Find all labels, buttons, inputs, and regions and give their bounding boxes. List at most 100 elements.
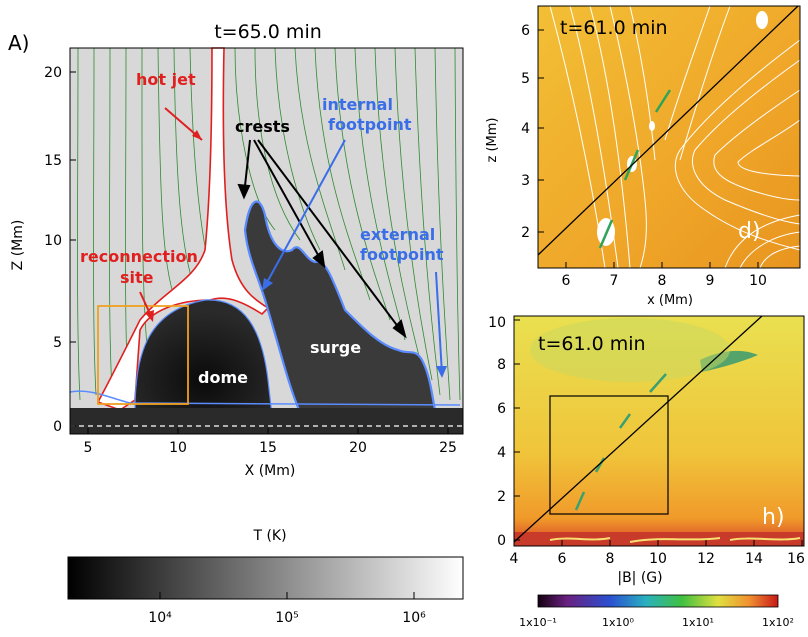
panel-a-y-tick-5: 5 [53,335,62,351]
panel-a-ylabel: Z (Mm) [10,220,26,271]
panel-a-y-tick-0: 0 [53,419,62,435]
panel-h-x-tick-marks [513,540,803,546]
arrow-internal-footpoint [264,139,346,287]
annotation-external-footpoint-1: external [360,225,435,244]
temp-colorbar-tick-1e4: 10⁴ [148,610,172,626]
annotation-crests: crests [235,117,290,136]
panel-a-y-tick-15: 15 [44,153,62,169]
arrowhead-external-footpoint [436,366,447,378]
arrow-external-footpoint [435,271,443,375]
field-lines-right [234,47,461,401]
temp-colorbar-tick-1e5: 10⁵ [275,610,298,626]
panel-h-frame [513,315,805,547]
panel-a: 5 10 15 20 25 X (Mm) 0 5 10 15 20 Z (Mm)… [8,21,464,626]
b-colorbar-tick-1e0: 1x10⁰ [602,616,635,629]
panel-a-label: A) [8,31,29,55]
b-colorbar [537,594,779,608]
panel-a-xlabel: X (Mm) [245,463,296,479]
annotation-hot-jet: hot jet [136,70,196,89]
panel-h-figure: t=61.0 min h) 4 6 8 10 12 14 16 |B| (G) [488,315,805,629]
panel-d-ylabel: z (Mm) [485,118,500,163]
panel-a-y-tick-10: 10 [44,233,62,249]
b-colorbar-tick-1e2: 1x10² [762,616,794,629]
panel-h-x-tick-4: 4 [510,551,519,567]
panel-d-figure: t=61.0 min d) 6 7 8 9 10 x (Mm) 2 3 4 5 … [485,5,801,308]
panel-d-xlabel: x (Mm) [647,293,693,308]
panel-h-x-tick-6: 6 [558,551,567,567]
arrowhead-reconnection [145,310,154,322]
panel-a-x-tick-15: 15 [259,440,277,456]
panel-h-y-tick-6: 6 [497,401,506,417]
panel-h-corner-label: h) [762,505,785,530]
surge-region [243,200,437,414]
panel-d-island-3 [649,121,655,131]
temp-colorbar-label: T (K) [252,528,286,544]
arrows-crests [237,139,407,339]
arrowhead-hot-jet [192,130,202,140]
panel-d-frame [537,5,801,269]
panel-a-x-tick-20: 20 [349,440,367,456]
arrowhead-internal-footpoint [262,278,273,291]
panel-h-y-tick-10: 10 [488,315,506,331]
panel-h-greenish-region [530,318,730,382]
panel-d-y-tick-2: 2 [521,225,530,241]
panel-a-x-tick-25: 25 [439,440,457,456]
panel-h-x-tick-8: 8 [606,551,615,567]
panel-d-y-tick-5: 5 [521,71,530,87]
annotation-external-footpoint-2: footpoint [360,245,444,264]
panel-h-x-tick-14: 14 [745,551,763,567]
panel-a-x-tick-10: 10 [169,440,187,456]
panel-d-diagonal-line [537,5,799,256]
temp-colorbar-ticks [159,592,415,599]
panel-a-time: t=65.0 min [214,21,322,43]
panel-a-x-tick-marks [87,428,449,434]
panel-d-x-tick-10: 10 [749,273,767,289]
panel-h-x-tick-12: 12 [697,551,715,567]
panel-h: t=61.0 min h) 4 6 8 10 12 14 16 |B| (G) [480,310,808,633]
panel-d-x-tick-9: 9 [706,273,715,289]
annotation-dome: dome [198,368,248,387]
panel-h-y-tick-marks [514,319,520,541]
panel-d-corner-label: d) [738,219,761,244]
annotation-reconnection-2: site [120,268,154,287]
panel-h-bottom-streaks [549,537,801,543]
panel-a-frame [69,47,464,435]
annotation-reconnection-1: reconnection [80,247,198,266]
panel-a-y-tick-marks [70,71,76,427]
b-colorbar-tick-1e-1: 1x10⁻¹ [519,616,557,629]
panel-a-x-tick-5: 5 [84,440,93,456]
panel-d: t=61.0 min d) 6 7 8 9 10 x (Mm) 2 3 4 5 … [480,0,808,310]
panel-a-y-tick-20: 20 [44,65,62,81]
panel-h-zoom-box [549,395,669,515]
panel-d-y-tick-4: 4 [521,121,530,137]
panel-h-diagonal-line [513,315,763,543]
panel-h-time: t=61.0 min [538,333,646,355]
panel-h-y-tick-8: 8 [497,357,506,373]
panel-d-x-tick-8: 8 [658,273,667,289]
panel-h-x-tick-10: 10 [649,551,667,567]
panel-d-island-4 [756,11,768,29]
panel-d-x-tick-6: 6 [562,273,571,289]
b-colorbar-tick-1e1: 1x10¹ [682,616,714,629]
panel-h-y-tick-2: 2 [497,489,506,505]
panel-h-y-tick-4: 4 [497,445,506,461]
panel-d-plot-area [538,6,800,268]
chromosphere-top-contour [69,390,461,406]
panel-d-y-tick-marks [538,29,544,233]
chromosphere-band [70,408,463,434]
dome-region [134,299,273,416]
annotation-internal-footpoint-2: footpoint [328,115,412,134]
panel-a-figure: 5 10 15 20 25 X (Mm) 0 5 10 15 20 Z (Mm)… [8,21,464,626]
annotation-surge: surge [310,338,361,357]
panel-d-time: t=61.0 min [560,17,668,39]
panel-h-x-tick-16: 16 [787,551,805,567]
panel-d-y-tick-3: 3 [521,173,530,189]
temp-colorbar-tick-1e6: 10⁶ [402,610,426,626]
annotation-internal-footpoint-1: internal [322,95,393,114]
panel-h-y-tick-0: 0 [497,533,506,549]
panel-d-x-tick-7: 7 [610,273,619,289]
panel-d-x-tick-marks [565,262,759,268]
temp-colorbar [67,556,464,600]
panel-h-xlabel: |B| (G) [617,570,662,586]
panel-d-y-tick-6: 6 [521,23,530,39]
